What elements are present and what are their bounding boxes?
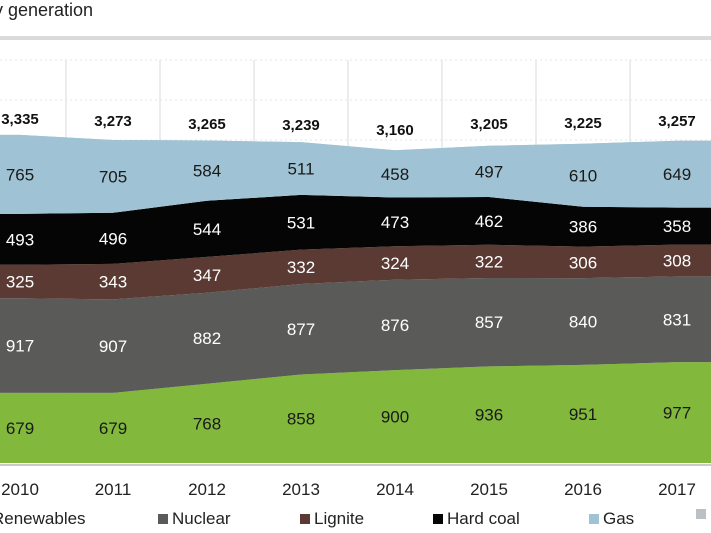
data-label: 322 — [475, 252, 503, 271]
stacked-area-chart: 679 679 768 858 900 936 951 977 917 907 882 877 876 8… — [0, 59, 711, 499]
data-label: 649 — [663, 165, 691, 184]
x-tick-label: 2013 — [282, 480, 320, 499]
data-label: 877 — [287, 320, 315, 339]
data-label: 876 — [381, 316, 409, 335]
data-label: 531 — [287, 213, 315, 232]
data-label: 831 — [663, 310, 691, 329]
legend-swatch — [696, 509, 706, 519]
data-label: 473 — [381, 213, 409, 232]
data-label: 768 — [193, 414, 221, 433]
data-label: 347 — [193, 266, 221, 285]
data-label: 462 — [475, 212, 503, 231]
x-tick-label: 2015 — [470, 480, 508, 499]
title-bar: y generation — [0, 0, 711, 40]
legend-item: Renewables — [0, 509, 86, 529]
x-tick-label: 2010 — [1, 480, 39, 499]
data-label: 544 — [193, 220, 221, 239]
x-tick-label: 2012 — [188, 480, 226, 499]
data-label: 511 — [287, 160, 314, 179]
total-label: 3,257 — [658, 113, 696, 130]
data-label: 306 — [569, 253, 597, 272]
legend-item: Lignite — [300, 509, 364, 529]
data-label: 610 — [569, 166, 597, 185]
data-label: 977 — [663, 404, 691, 423]
legend-item — [696, 509, 710, 519]
legend-swatch — [589, 514, 599, 524]
area-renewables — [0, 362, 711, 463]
legend-label: Nuclear — [172, 509, 231, 528]
total-label: 3,273 — [94, 113, 132, 130]
data-label: 332 — [287, 258, 315, 277]
data-label: 343 — [99, 273, 127, 292]
legend-swatch — [300, 514, 310, 524]
legend-label: Hard coal — [447, 509, 520, 528]
legend-label: Lignite — [314, 509, 365, 528]
legend-swatch — [433, 514, 443, 524]
legend-item: Gas — [589, 509, 634, 529]
data-label: 496 — [99, 229, 127, 248]
area-lignite — [0, 244, 711, 300]
x-tick-label: 2014 — [376, 480, 414, 499]
data-label: 917 — [6, 337, 34, 356]
data-label: 679 — [6, 419, 34, 438]
data-label: 324 — [381, 254, 409, 273]
total-label: 3,239 — [282, 117, 320, 134]
total-label: 3,160 — [376, 122, 414, 139]
legend-label: Gas — [603, 509, 635, 528]
area-nuclear — [0, 276, 711, 393]
data-label: 840 — [569, 313, 597, 332]
chart-title: y generation — [0, 0, 94, 20]
total-label: 3,225 — [564, 115, 602, 132]
data-label: 858 — [287, 410, 315, 429]
legend-label: Renewables — [0, 509, 86, 528]
data-label: 497 — [475, 162, 503, 181]
data-label: 679 — [99, 419, 127, 438]
legend-item: Hard coal — [433, 509, 520, 529]
total-label: 3,205 — [470, 116, 508, 133]
data-label: 705 — [99, 167, 127, 186]
data-label: 308 — [663, 252, 691, 271]
data-label: 882 — [193, 329, 221, 348]
x-tick-label: 2017 — [658, 480, 696, 499]
data-label: 386 — [569, 218, 597, 237]
data-label: 907 — [99, 337, 127, 356]
data-label: 358 — [663, 217, 691, 236]
x-tick-label: 2016 — [564, 480, 602, 499]
data-label: 765 — [6, 165, 34, 184]
legend-swatch — [158, 514, 168, 524]
legend-item: Nuclear — [158, 509, 231, 529]
data-label: 857 — [475, 313, 503, 332]
data-label: 584 — [193, 162, 221, 181]
x-tick-label: 2011 — [95, 480, 132, 499]
area-hard-coal — [0, 194, 711, 265]
area-gas — [0, 134, 711, 214]
data-label: 493 — [6, 230, 34, 249]
data-label: 458 — [381, 165, 409, 184]
data-label: 936 — [475, 406, 503, 425]
total-label: 3,265 — [188, 116, 226, 133]
data-label: 900 — [381, 408, 409, 427]
data-label: 325 — [6, 273, 34, 292]
data-label: 951 — [569, 405, 597, 424]
total-label: 3,335 — [1, 111, 39, 128]
